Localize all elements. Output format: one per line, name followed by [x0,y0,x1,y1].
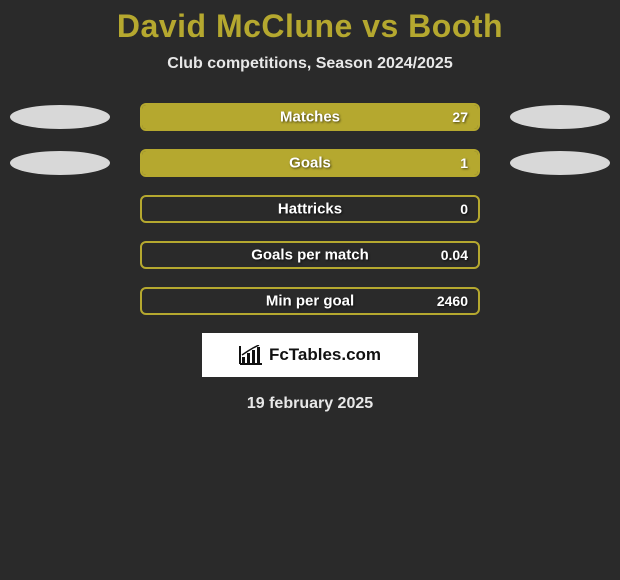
stat-bar: Matches 27 [140,103,480,131]
stat-label: Hattricks [278,201,342,218]
stat-label: Goals per match [251,247,369,264]
stat-value: 0 [460,201,468,217]
player-left-marker [10,151,110,175]
page-title: David McClune vs Booth [0,8,620,45]
subtitle: Club competitions, Season 2024/2025 [0,55,620,73]
player-right-marker [510,151,610,175]
stats-list: Matches 27 Goals 1 Hattricks 0 Goals per match… [0,103,620,315]
stat-bar: Hattricks 0 [140,195,480,223]
stat-bar: Min per goal 2460 [140,287,480,315]
date-text: 19 february 2025 [0,395,620,413]
stat-row: Hattricks 0 [0,195,620,223]
brand-badge[interactable]: FcTables.com [202,333,418,377]
stat-row: Goals per match 0.04 [0,241,620,269]
stat-value: 27 [452,109,468,125]
chart-icon [239,345,263,365]
stat-row: Matches 27 [0,103,620,131]
stat-bar: Goals 1 [140,149,480,177]
stat-row: Goals 1 [0,149,620,177]
stat-value: 2460 [437,293,468,309]
stat-label: Matches [280,109,340,126]
stat-bar: Goals per match 0.04 [140,241,480,269]
brand-text: FcTables.com [269,345,381,365]
stat-value: 1 [460,155,468,171]
player-left-marker [10,105,110,129]
stat-row: Min per goal 2460 [0,287,620,315]
stat-label: Goals [289,155,331,172]
stat-value: 0.04 [441,247,468,263]
comparison-infographic: David McClune vs Booth Club competitions… [0,0,620,413]
stat-label: Min per goal [266,293,354,310]
player-right-marker [510,105,610,129]
